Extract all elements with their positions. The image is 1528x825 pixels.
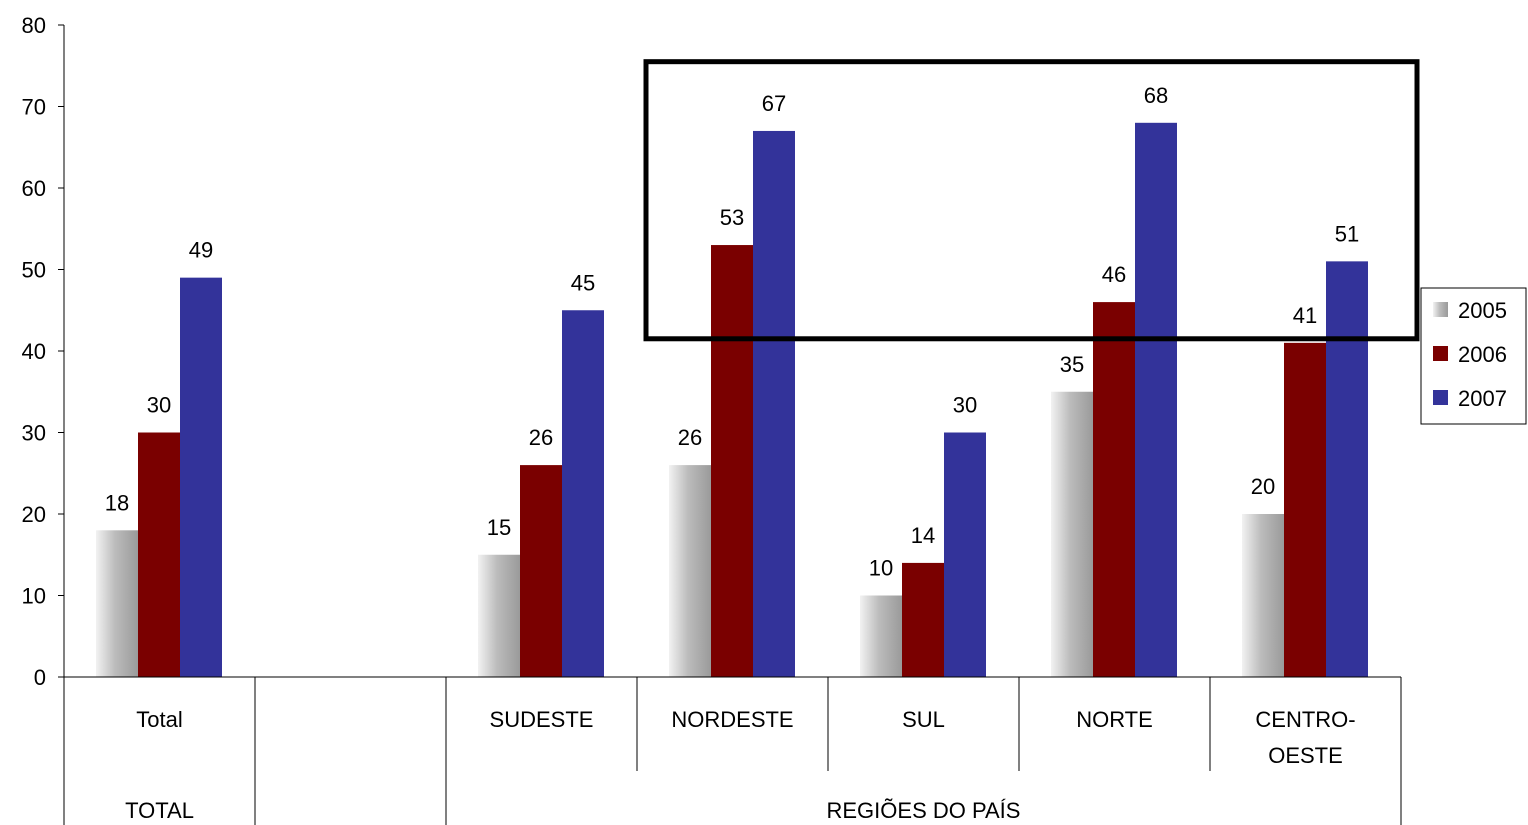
y-tick-label: 40 [22, 339, 46, 364]
bar-2007 [180, 277, 222, 677]
y-tick-label: 0 [34, 665, 46, 690]
legend-label: 2005 [1458, 298, 1507, 323]
y-tick-label: 70 [22, 95, 46, 120]
data-label: 18 [105, 490, 129, 515]
group-label: REGIÕES DO PAÍS [827, 798, 1021, 823]
bar-2007 [1135, 122, 1177, 678]
data-label: 49 [189, 238, 213, 263]
bar-2007 [944, 432, 986, 677]
data-label: 46 [1102, 262, 1126, 287]
highlight-box [643, 59, 1420, 342]
bar-2005 [478, 554, 520, 677]
category-label: Total [136, 707, 182, 732]
x-axis: Total SUDESTE NORDESTE SUL NORTE CENTRO- OESTE… [64, 676, 1402, 825]
bar-2005 [1051, 391, 1093, 677]
data-label: 30 [953, 393, 977, 418]
bar-2006 [1093, 302, 1135, 677]
y-tick-label: 10 [22, 584, 46, 609]
bar-2005 [860, 595, 902, 677]
bar-2006 [1284, 342, 1326, 677]
legend-swatch-2006 [1433, 346, 1448, 361]
data-labels: 18 15 26 10 35 20 30 26 53 14 46 41 49 45 67 30 68 51 [105, 83, 1359, 581]
category-label: CENTRO- [1255, 707, 1355, 732]
data-label: 14 [911, 523, 935, 548]
category-label: SUL [902, 707, 945, 732]
legend-label: 2006 [1458, 342, 1507, 367]
highlight-rectangle [643, 59, 1420, 342]
bar-2005 [669, 465, 711, 677]
y-tick-label: 30 [22, 421, 46, 446]
data-label: 10 [869, 556, 893, 581]
category-label: OESTE [1268, 743, 1343, 768]
category-label: NORTE [1076, 707, 1153, 732]
data-label: 41 [1293, 303, 1317, 328]
data-label: 35 [1060, 352, 1084, 377]
legend-swatch-2005 [1433, 302, 1448, 317]
category-label: NORDESTE [671, 707, 793, 732]
y-tick-label: 80 [22, 13, 46, 38]
bar-2007 [1326, 261, 1368, 677]
legend-swatch-2007 [1433, 390, 1448, 405]
y-tick-label: 60 [22, 176, 46, 201]
bar-2006 [520, 465, 562, 677]
bar-2006 [902, 562, 944, 677]
category-label: SUDESTE [490, 707, 594, 732]
data-label: 26 [529, 425, 553, 450]
bars [96, 122, 1368, 678]
bar-2006 [138, 432, 180, 677]
data-label: 45 [571, 270, 595, 295]
bar-2005 [1242, 514, 1284, 677]
legend-label: 2007 [1458, 386, 1507, 411]
group-label: TOTAL [125, 798, 194, 823]
data-label: 53 [720, 205, 744, 230]
bar-2006 [711, 245, 753, 678]
bar-2005 [96, 530, 138, 677]
data-label: 68 [1144, 83, 1168, 108]
y-tick-label: 50 [22, 258, 46, 283]
y-axis: 0 10 20 30 40 50 60 70 80 [22, 13, 65, 825]
y-tick-label: 20 [22, 502, 46, 527]
data-label: 20 [1251, 474, 1275, 499]
data-label: 67 [762, 91, 786, 116]
data-label: 15 [487, 515, 511, 540]
data-label: 26 [678, 425, 702, 450]
bar-2007 [562, 310, 604, 677]
bar-2007 [753, 130, 795, 677]
legend: 2005 2006 2007 [1420, 287, 1527, 425]
data-label: 30 [147, 393, 171, 418]
data-label: 51 [1335, 221, 1359, 246]
